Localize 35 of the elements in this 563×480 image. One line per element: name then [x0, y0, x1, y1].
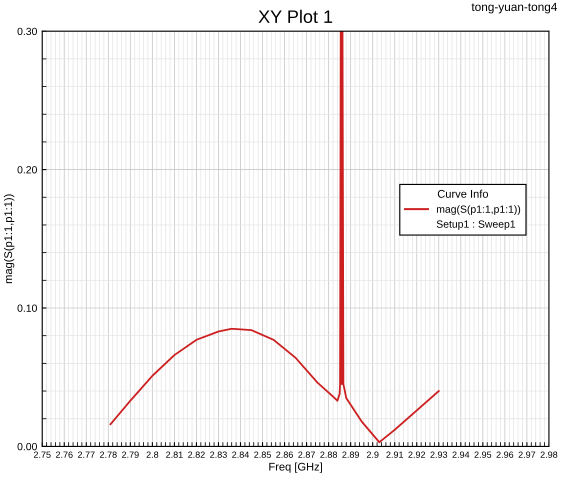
y-axis-title: mag(S(p1:1,p1:1)) — [4, 194, 14, 284]
x-tick-label: 2.75 — [34, 452, 51, 458]
x-tick-label: 2.91 — [386, 452, 404, 458]
x-tick-label: 2.8 — [146, 452, 158, 458]
x-tick-label: 2.88 — [320, 452, 338, 458]
y-tick-label: 0.20 — [18, 166, 37, 174]
x-tick-label: 2.82 — [188, 452, 205, 458]
y-tick-label: 0.30 — [18, 28, 37, 36]
x-tick-label: 2.93 — [430, 452, 448, 458]
y-tick-label: 0.10 — [18, 304, 37, 312]
x-tick-label: 2.76 — [56, 452, 73, 458]
text: tong-yuan-tong4 — [472, 2, 558, 14]
x-tick-label: 2.9 — [366, 452, 379, 458]
annotation: Setup1 : Sweep1 — [436, 220, 516, 230]
x-tick-label: 2.84 — [232, 452, 250, 458]
x-tick-label: 2.95 — [474, 452, 492, 458]
x-tick-label: 2.77 — [78, 452, 95, 458]
x-tick-label: 2.97 — [518, 452, 536, 458]
legend-label: mag(S(p1:1,p1:1)) — [436, 205, 520, 215]
chart-title: XY Plot 1 — [258, 10, 332, 24]
x-tick-label: 2.89 — [342, 452, 360, 458]
legend-title: Curve Info — [438, 190, 488, 198]
x-tick-label: 2.79 — [122, 452, 139, 458]
y-tick-label: 0.00 — [18, 442, 37, 450]
x-tick-label: 2.92 — [408, 452, 426, 458]
x-tick-label: 2.87 — [298, 452, 315, 458]
x-tick-label: 2.96 — [496, 452, 514, 458]
x-tick-label: 2.94 — [452, 452, 470, 458]
x-tick-label: 2.81 — [166, 452, 183, 458]
x-tick-label: 2.83 — [210, 452, 227, 458]
x-tick-label: 2.86 — [276, 452, 293, 458]
x-tick-label: 2.98 — [540, 452, 558, 458]
x-tick-label: 2.78 — [100, 452, 117, 458]
x-axis-title: Freq [GHz] — [269, 462, 322, 473]
x-tick-label: 2.85 — [254, 452, 271, 458]
